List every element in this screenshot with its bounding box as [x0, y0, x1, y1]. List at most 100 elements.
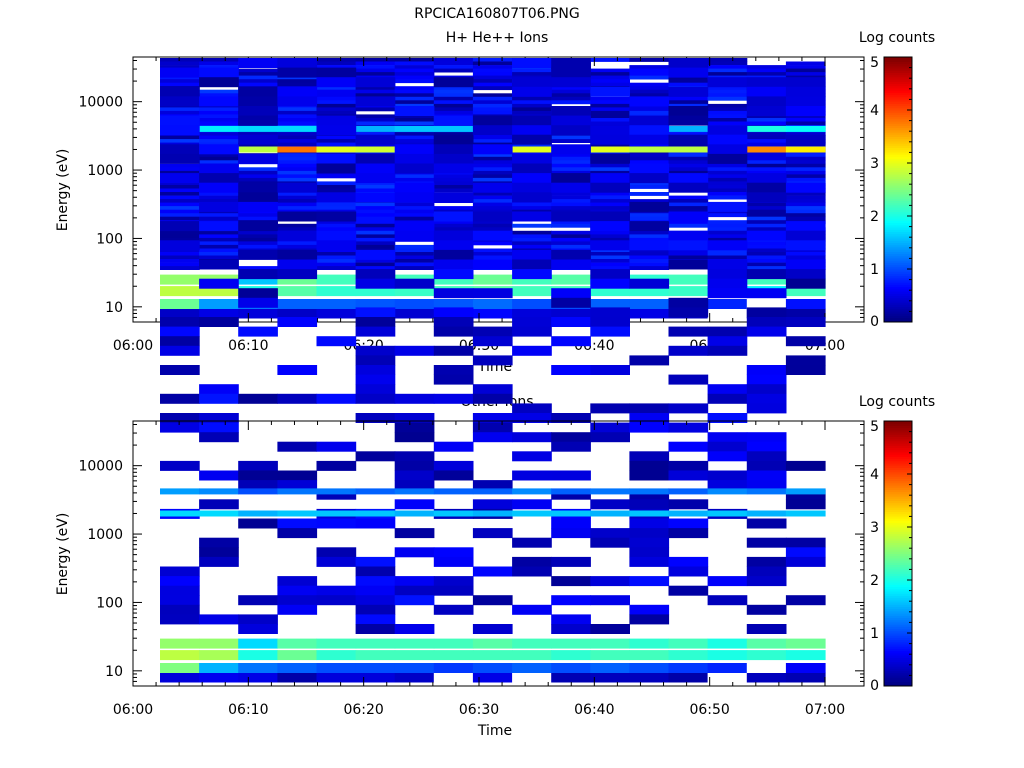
spectrogram-cell: [316, 230, 357, 241]
spectrogram-cell: [160, 181, 200, 186]
spectrogram-cell: [707, 170, 748, 175]
spectrogram-cell: [746, 638, 787, 649]
spectrogram-cell: [551, 244, 591, 249]
spectrogram-cell: [746, 269, 787, 280]
spectrogram-cell: [746, 317, 787, 327]
spectrogram-cell: [199, 201, 239, 212]
spectrogram-cell: [707, 77, 748, 88]
spectrogram-cell: [238, 624, 278, 634]
spectrogram-cell: [590, 252, 630, 256]
spectrogram-cell: [277, 125, 318, 132]
spectrogram-cell: [199, 67, 239, 78]
colorbar-segment: [884, 288, 912, 292]
spectrogram-cell: [590, 182, 630, 193]
colorbar-segment: [884, 513, 912, 517]
spectrogram-cell: [160, 317, 200, 327]
spectrogram-cell: [551, 156, 591, 161]
spectrogram-cell: [277, 244, 318, 249]
spectrogram-cell: [590, 167, 630, 172]
spectrogram-cell: [707, 110, 748, 115]
spectrogram-cell: [472, 100, 513, 105]
colorbar-segment: [884, 227, 912, 230]
spectrogram-cell: [590, 107, 630, 112]
spectrogram-cell: [512, 96, 552, 101]
colorbar-segment: [884, 560, 912, 563]
colorbar-segment: [884, 147, 912, 151]
colorbar-segment: [884, 140, 912, 144]
spectrogram-cell: [394, 86, 435, 91]
spectrogram-cell: [199, 213, 239, 218]
spectrogram-cell: [785, 278, 826, 289]
spectrogram-cell: [551, 135, 591, 140]
spectrogram-cell: [551, 624, 591, 634]
colorbar-segment: [884, 661, 912, 665]
colorbar-segment: [884, 504, 912, 508]
y-tick-label: 10000: [78, 95, 123, 111]
panel-title: H+ He++ Ions: [446, 30, 549, 46]
spectrogram-cell: [394, 106, 435, 116]
spectrogram-cell: [433, 86, 474, 91]
spectrogram-cell: [433, 240, 474, 251]
spectrogram-cell: [277, 96, 318, 107]
spectrogram-cell: [668, 146, 709, 153]
spectrogram-cell: [629, 58, 670, 62]
colorbar-segment: [884, 498, 912, 501]
colorbar-segment: [884, 633, 912, 636]
spectrogram-cell: [746, 65, 787, 69]
spectrogram-cell: [316, 441, 357, 452]
colorbar-segment: [884, 112, 912, 115]
colorbar-segment: [884, 593, 912, 596]
colorbar-segment: [884, 310, 912, 314]
spectrogram-cell: [472, 255, 513, 260]
spectrogram-cell: [785, 286, 826, 297]
spectrogram-cell: [199, 216, 239, 221]
colorbar-segment: [884, 63, 912, 67]
spectrogram-cell: [785, 195, 826, 200]
colorbar-segment: [884, 617, 912, 621]
spectrogram-cell: [355, 624, 396, 634]
spectrogram-cell: [746, 139, 787, 143]
spectrogram-cell: [355, 262, 396, 267]
spectrogram-cell: [277, 585, 318, 596]
spectrogram-cell: [512, 308, 552, 319]
spectrogram-cell: [512, 451, 552, 462]
spectrogram-cell: [160, 650, 200, 661]
spectrogram-cell: [785, 199, 826, 203]
colorbar-tick-label: 0: [870, 314, 879, 330]
spectrogram-cell: [629, 451, 670, 462]
colorbar-segment: [884, 511, 912, 515]
spectrogram-cell: [394, 255, 435, 260]
colorbar-segment: [884, 456, 912, 460]
spectrogram-cell: [551, 93, 591, 98]
y-tick-label: 10: [105, 300, 123, 316]
colorbar-segment: [884, 76, 912, 80]
spectrogram-cell: [160, 255, 200, 260]
colorbar-segment: [884, 602, 912, 605]
spectrogram-cell: [277, 595, 318, 606]
x-tick-label: 06:00: [113, 702, 153, 718]
spectrogram-cell: [472, 413, 513, 423]
spectrogram-cell: [472, 326, 513, 337]
spectrogram-cell: [238, 650, 278, 661]
spectrogram-cell: [433, 100, 474, 105]
colorbar-segment: [884, 606, 912, 610]
colorbar-segment: [884, 65, 912, 69]
spectrogram-cell: [746, 663, 787, 673]
spectrogram-cell: [746, 518, 787, 529]
spectrogram-cell: [512, 432, 552, 443]
spectrogram-cell: [590, 103, 630, 108]
spectrogram-cell: [238, 134, 278, 145]
spectrogram-cell: [316, 61, 357, 66]
spectrogram-cell: [199, 248, 239, 253]
colorbar-segment: [884, 103, 912, 107]
spectrogram-cell: [394, 262, 435, 267]
spectrogram-cell: [316, 174, 357, 179]
colorbar-segment: [884, 145, 912, 149]
colorbar-segment: [884, 674, 912, 678]
spectrogram-cell: [316, 220, 357, 225]
spectrogram-cell: [668, 106, 709, 116]
colorbar-segment: [884, 555, 912, 559]
spectrogram-cell: [316, 489, 357, 500]
colorbar-frame: [883, 56, 913, 323]
spectrogram-cell: [433, 96, 474, 101]
